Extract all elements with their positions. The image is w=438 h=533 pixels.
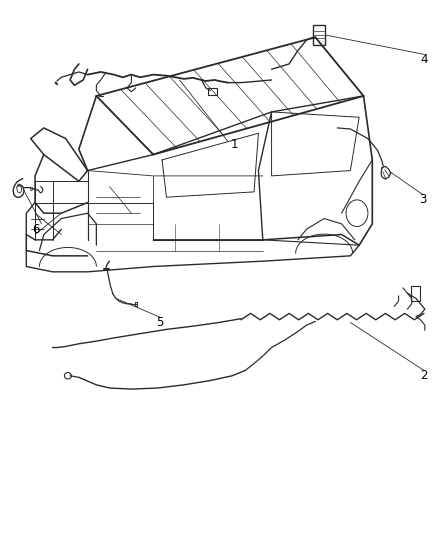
Bar (411, 286, 420, 301)
Text: 6: 6 (32, 223, 40, 236)
Text: 1: 1 (231, 139, 239, 151)
Text: 3: 3 (419, 193, 426, 206)
Text: 5: 5 (156, 316, 163, 329)
Text: 2: 2 (420, 369, 428, 382)
Text: 4: 4 (420, 53, 428, 66)
Bar (313, 25, 325, 45)
